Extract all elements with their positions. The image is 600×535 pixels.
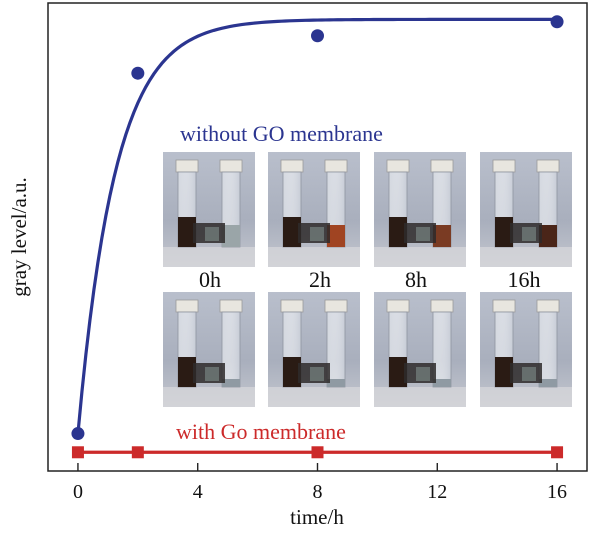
point-with-go: [551, 446, 564, 459]
photo-table: [374, 247, 466, 267]
membrane-holder: [310, 227, 324, 241]
membrane-holder: [522, 367, 536, 381]
x-tick-label: 12: [427, 481, 447, 503]
vial-cap: [492, 299, 516, 313]
vial-photo: [374, 292, 466, 407]
vial-liquid: [178, 357, 196, 387]
membrane-holder: [310, 367, 324, 381]
point-without-go: [71, 427, 85, 441]
vial-photo: [163, 152, 255, 267]
vial-liquid: [222, 225, 240, 247]
vial-liquid: [433, 379, 451, 387]
x-tick-label: 16: [547, 481, 567, 503]
vial-cap: [324, 299, 348, 313]
vial-liquid: [327, 379, 345, 387]
photo-table: [268, 247, 360, 267]
vial-liquid: [327, 225, 345, 247]
vial-photo: [480, 152, 572, 267]
photo-label: 8h: [405, 267, 427, 292]
photo-table: [268, 387, 360, 407]
x-ticks: 0 4 8 12 16: [73, 463, 567, 503]
point-with-go: [71, 446, 84, 459]
y-axis-label: gray level/a.u.: [7, 177, 31, 297]
vial-liquid: [389, 217, 407, 247]
vial-photo: [163, 292, 255, 407]
vial-cap: [386, 299, 410, 313]
photo-table: [480, 247, 572, 267]
photo-table: [163, 247, 255, 267]
membrane-holder: [205, 367, 219, 381]
vial-cap: [430, 299, 454, 313]
photo-label: 16h: [508, 267, 541, 292]
photo-label: 0h: [199, 267, 221, 292]
x-tick-label: 0: [73, 481, 83, 503]
vial-cap: [280, 159, 304, 173]
vial-cap: [219, 159, 243, 173]
point-without-go: [550, 15, 564, 29]
x-axis-label: time/h: [290, 505, 344, 529]
membrane-holder: [416, 367, 430, 381]
vial-cap: [219, 299, 243, 313]
vial-liquid: [539, 225, 557, 247]
point-without-go: [311, 29, 324, 43]
series: [71, 15, 564, 459]
series-labels: without GO membrane with Go membrane: [176, 121, 383, 444]
vial-liquid: [539, 379, 557, 387]
membrane-holder: [416, 227, 430, 241]
label-with-go: with Go membrane: [176, 419, 346, 444]
vial-photo: [268, 152, 360, 267]
photo-table: [163, 387, 255, 407]
photo-labels: 0h 2h 8h 16h: [199, 267, 541, 292]
membrane-holder: [205, 227, 219, 241]
vial-cap: [280, 299, 304, 313]
vial-liquid: [283, 217, 301, 247]
vial-cap: [386, 159, 410, 173]
vial-photo: [268, 292, 360, 407]
vial-cap: [492, 159, 516, 173]
vial-cap: [536, 159, 560, 173]
vial-liquid: [433, 225, 451, 247]
vial-liquid: [178, 217, 196, 247]
vial-photo: [374, 152, 466, 267]
x-tick-label: 8: [313, 481, 323, 503]
vial-liquid: [495, 357, 513, 387]
point-without-go: [131, 66, 145, 80]
membrane-holder: [522, 227, 536, 241]
vial-cap: [324, 159, 348, 173]
vial-cap: [175, 159, 199, 173]
vial-photo: [480, 292, 572, 407]
photo-table: [374, 387, 466, 407]
vial-cap: [175, 299, 199, 313]
label-without-go: without GO membrane: [180, 121, 383, 146]
x-tick-label: 4: [193, 481, 203, 503]
vial-liquid: [495, 217, 513, 247]
vial-photos: [163, 152, 572, 407]
vial-liquid: [389, 357, 407, 387]
photo-table: [480, 387, 572, 407]
point-with-go: [131, 446, 144, 459]
photo-label: 2h: [309, 267, 331, 292]
point-with-go: [311, 446, 324, 459]
vial-cap: [430, 159, 454, 173]
vial-liquid: [222, 379, 240, 387]
vial-liquid: [283, 357, 301, 387]
fit-curve-without-go: [76, 17, 558, 434]
vial-cap: [536, 299, 560, 313]
